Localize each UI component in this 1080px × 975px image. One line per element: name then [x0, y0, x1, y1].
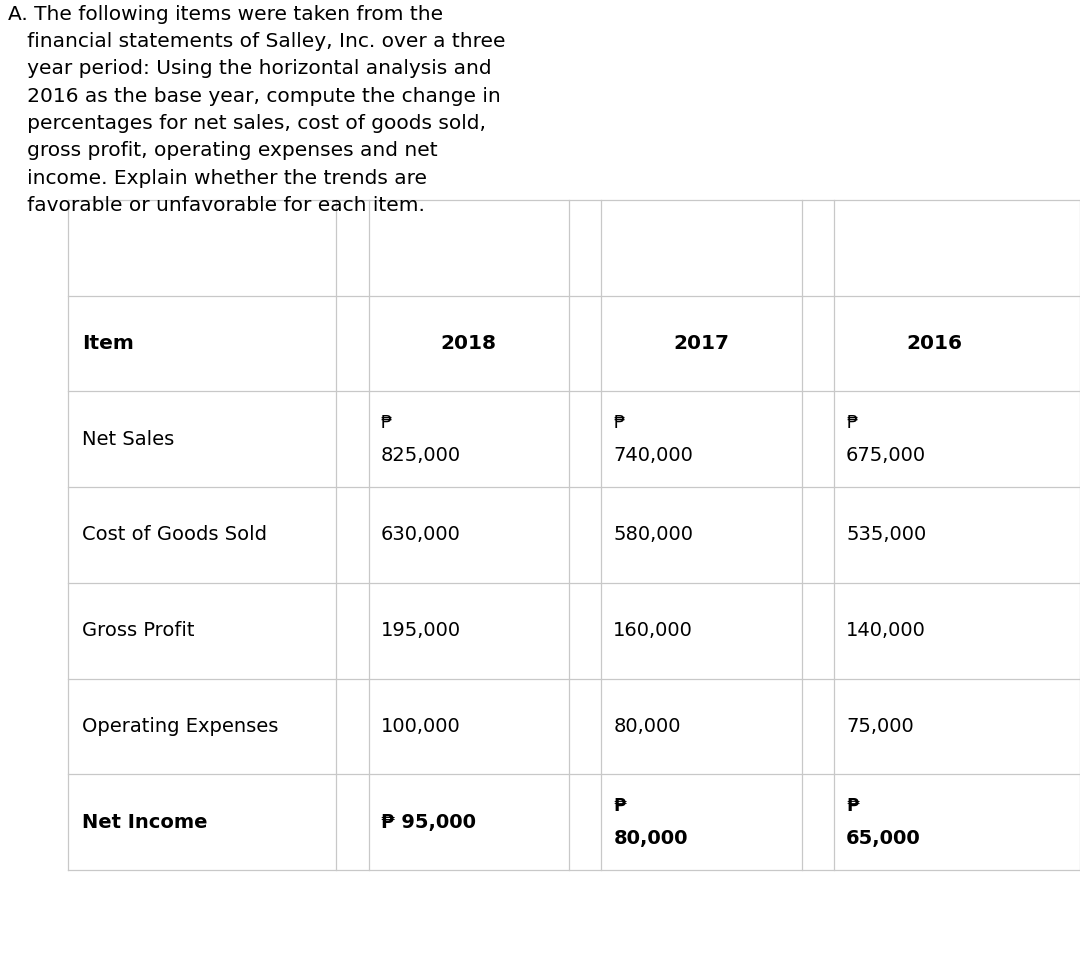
Text: 2018: 2018 — [441, 334, 497, 353]
Text: 195,000: 195,000 — [380, 621, 461, 641]
Text: ₱: ₱ — [846, 797, 859, 815]
Text: Cost of Goods Sold: Cost of Goods Sold — [82, 526, 267, 544]
Text: Net Income: Net Income — [82, 812, 207, 832]
Text: 160,000: 160,000 — [613, 621, 693, 641]
Text: 630,000: 630,000 — [380, 526, 460, 544]
Text: 65,000: 65,000 — [846, 829, 921, 848]
Text: 140,000: 140,000 — [846, 621, 926, 641]
Text: 80,000: 80,000 — [613, 717, 680, 736]
Text: ₱: ₱ — [613, 797, 626, 815]
Text: 675,000: 675,000 — [846, 446, 927, 465]
Text: ₱: ₱ — [380, 414, 392, 432]
Text: A. The following items were taken from the
   financial statements of Salley, In: A. The following items were taken from t… — [8, 5, 505, 214]
Text: 580,000: 580,000 — [613, 526, 693, 544]
Text: ₱ 95,000: ₱ 95,000 — [380, 812, 475, 832]
Text: Gross Profit: Gross Profit — [82, 621, 194, 641]
Text: 2017: 2017 — [674, 334, 729, 353]
Text: Item: Item — [82, 334, 134, 353]
Text: Net Sales: Net Sales — [82, 430, 174, 449]
Text: Operating Expenses: Operating Expenses — [82, 717, 279, 736]
Text: 740,000: 740,000 — [613, 446, 693, 465]
Text: 100,000: 100,000 — [380, 717, 460, 736]
Text: 2016: 2016 — [906, 334, 962, 353]
Text: ₱: ₱ — [846, 414, 858, 432]
Text: 80,000: 80,000 — [613, 829, 688, 848]
Text: 75,000: 75,000 — [846, 717, 914, 736]
Text: ₱: ₱ — [613, 414, 625, 432]
Text: 825,000: 825,000 — [380, 446, 461, 465]
Text: 535,000: 535,000 — [846, 526, 927, 544]
